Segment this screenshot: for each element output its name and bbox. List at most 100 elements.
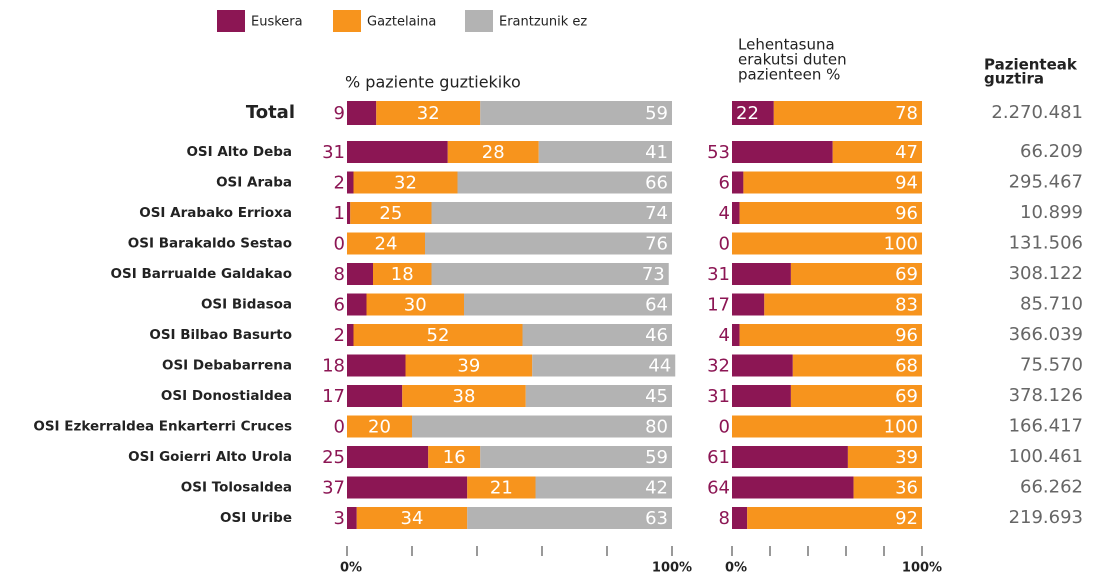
total-cell: 166.417	[1009, 416, 1083, 437]
value-label: 100	[884, 234, 918, 255]
bar-segment	[743, 171, 922, 194]
bar-segment	[373, 263, 432, 285]
value-label: 78	[895, 103, 918, 124]
bar-segment	[747, 507, 922, 529]
value-label: 31	[707, 386, 730, 407]
value-label: 52	[427, 325, 450, 346]
value-label: 0	[719, 234, 730, 255]
x-tick-label: 100%	[902, 561, 942, 576]
bar-segment	[464, 293, 672, 316]
value-label: 45	[645, 386, 668, 407]
bar-segment	[347, 385, 403, 407]
bar-segment	[739, 202, 922, 224]
bar-segment	[832, 141, 922, 163]
value-label: 22	[736, 103, 759, 124]
value-label: 32	[394, 173, 417, 194]
bar-segment	[347, 101, 377, 125]
value-label: 8	[334, 264, 345, 285]
value-label: 69	[895, 386, 918, 407]
x-tick-label: 0%	[725, 561, 747, 576]
category-label: OSI Arabako Errioxa	[139, 205, 292, 221]
total-cell: 66.209	[1020, 141, 1083, 162]
bar-segment	[412, 415, 672, 438]
bar-segment	[347, 324, 354, 346]
value-label: 1	[334, 203, 345, 224]
chart-title: % paziente guztiekiko	[345, 73, 521, 92]
value-label: 94	[895, 173, 918, 194]
category-label: OSI Goierri Alto Urola	[128, 449, 292, 465]
total-cell: 378.126	[1009, 385, 1083, 406]
value-label: 4	[719, 203, 730, 224]
value-label: 59	[645, 447, 668, 468]
bar-segment	[347, 415, 412, 438]
bar-segment	[347, 263, 373, 285]
bar-segment	[356, 507, 468, 529]
bar-segment	[732, 171, 744, 194]
value-label: 39	[895, 447, 918, 468]
bar-segment	[347, 507, 357, 529]
bar-segment	[739, 324, 922, 346]
bar-segment	[790, 263, 922, 285]
value-label: 42	[645, 478, 668, 499]
value-label: 31	[322, 142, 345, 163]
bar-segment	[732, 415, 922, 438]
category-label: OSI Debabarrena	[162, 358, 292, 374]
value-label: 0	[334, 417, 345, 438]
category-label: OSI Alto Deba	[186, 144, 292, 160]
value-label: 9	[334, 103, 345, 124]
value-label: 0	[719, 417, 730, 438]
bar-segment	[405, 354, 533, 377]
bar-segment	[732, 202, 740, 224]
value-label: 68	[895, 356, 918, 377]
bar-segment	[847, 446, 922, 468]
value-label: 66	[645, 173, 668, 194]
bar-segment	[522, 324, 672, 346]
value-label: 47	[895, 142, 918, 163]
value-label: 64	[645, 295, 668, 316]
category-label: OSI Araba	[216, 175, 292, 191]
x-tick-label: 0%	[340, 561, 362, 576]
bar-segment	[732, 293, 765, 316]
category-label: OSI Barakaldo Sestao	[128, 236, 292, 252]
bar-segment	[347, 354, 406, 377]
category-label: OSI Barrualde Galdakao	[111, 266, 292, 282]
value-label: 46	[645, 325, 668, 346]
bar-segment	[732, 354, 793, 377]
bar-segment	[425, 232, 672, 255]
value-label: 18	[391, 264, 414, 285]
category-label: OSI Bidasoa	[201, 297, 292, 313]
value-label: 73	[642, 264, 665, 285]
value-label: 96	[895, 325, 918, 346]
legend-swatch	[217, 10, 245, 32]
value-label: 28	[482, 142, 505, 163]
value-label: 44	[648, 356, 671, 377]
column-header: Pazienteak	[984, 56, 1078, 74]
bar-segment	[732, 324, 740, 346]
value-label: 0	[334, 234, 345, 255]
chart-title: pazienteen %	[738, 66, 840, 84]
bar-segment	[376, 101, 481, 125]
legend-label: Erantzunik ez	[499, 15, 587, 30]
value-label: 69	[895, 264, 918, 285]
value-label: 4	[719, 325, 730, 346]
bar-segment	[792, 354, 922, 377]
x-tick-label: 100%	[652, 561, 692, 576]
value-label: 100	[884, 417, 918, 438]
value-label: 2	[334, 173, 345, 194]
value-label: 34	[401, 508, 424, 529]
bar-segment	[431, 202, 672, 224]
value-label: 96	[895, 203, 918, 224]
bar-segment	[467, 507, 672, 529]
value-label: 32	[707, 356, 730, 377]
value-label: 31	[707, 264, 730, 285]
bar-segment	[353, 171, 458, 194]
value-label: 64	[707, 478, 730, 499]
value-label: 53	[707, 142, 730, 163]
bar-segment	[732, 385, 791, 407]
bar-segment	[732, 507, 748, 529]
bar-segment	[366, 293, 464, 316]
value-label: 59	[645, 103, 668, 124]
value-label: 61	[707, 447, 730, 468]
bar-segment	[353, 324, 523, 346]
bar-segment	[732, 101, 774, 125]
